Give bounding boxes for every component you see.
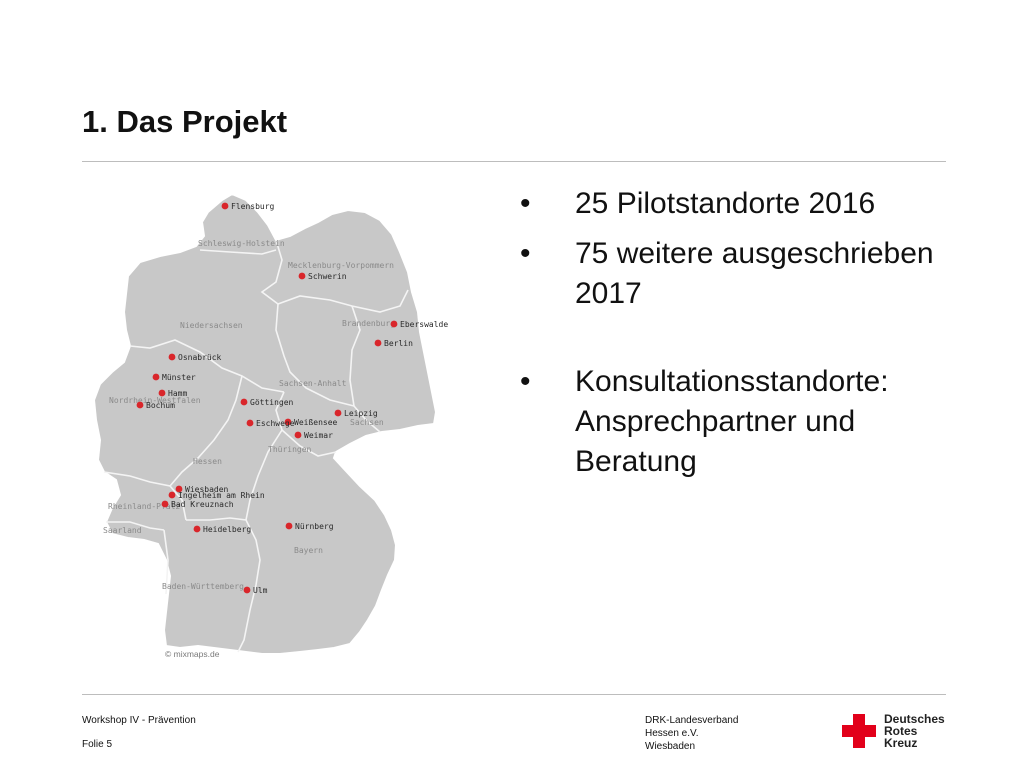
drk-logo: Deutsches Rotes Kreuz (842, 712, 952, 752)
germany-map: Schleswig-Holstein Mecklenburg-Vorpommer… (92, 192, 448, 659)
bullet-item: • 25 Pilotstandorte 2016 (520, 184, 960, 224)
bullet-item: • 75 weitere ausgeschrieben 2017 (520, 234, 960, 314)
bullet-text: 25 Pilotstandorte 2016 (575, 187, 876, 220)
state-label-schleswig-holstein: Schleswig-Holstein (198, 239, 285, 248)
city-label-weissensee: Weißensee (294, 418, 338, 427)
city-marker-eberswalde (390, 320, 398, 328)
city-marker-ingelheim (168, 491, 176, 499)
state-label-saarland: Saarland (103, 526, 142, 535)
city-marker-osnabrueck (168, 353, 176, 361)
city-label-flensburg: Flensburg (231, 202, 275, 211)
city-labels: Flensburg Schwerin Eberswalde Berlin Osn… (146, 202, 448, 595)
city-marker-wiesbaden (175, 485, 183, 493)
city-label-schwerin: Schwerin (308, 272, 347, 281)
bullet-text: 75 weitere ausgeschrieben 2017 (575, 237, 934, 310)
logo-line2: Rotes (884, 724, 918, 738)
state-label-hessen: Hessen (193, 457, 222, 466)
red-cross-icon (842, 714, 876, 748)
city-marker-nuernberg (285, 522, 293, 530)
city-marker-hamm (158, 389, 166, 397)
state-label-nordrhein-westfalen: Nordrhein-Westfalen (109, 396, 201, 405)
logo-line1: Deutsches (884, 712, 945, 726)
city-label-ulm: Ulm (253, 586, 268, 595)
city-label-bochum: Bochum (146, 401, 175, 410)
bullet-list: • 25 Pilotstandorte 2016 • 75 weitere au… (520, 184, 960, 482)
city-label-badkreuznach: Bad Kreuznach (171, 500, 234, 509)
city-marker-badkreuznach (161, 500, 169, 508)
city-label-berlin: Berlin (384, 339, 413, 348)
city-label-nuernberg: Nürnberg (295, 522, 334, 531)
city-label-heidelberg: Heidelberg (203, 525, 251, 534)
city-label-goettingen: Göttingen (250, 398, 294, 407)
city-label-hamm: Hamm (168, 389, 187, 398)
state-label-rheinland-pfalz: Rheinland-Pfalz (108, 502, 180, 511)
footer-slide-number: Folie 5 (82, 739, 113, 750)
state-label-sachsen-anhalt: Sachsen-Anhalt (279, 379, 347, 388)
logo-line3: Kreuz (884, 736, 918, 750)
city-markers (136, 202, 398, 594)
city-label-eberswalde: Eberswalde (400, 320, 448, 329)
footer-org-line1: DRK-Landesverband (645, 715, 739, 726)
bullet-marker: • (520, 237, 531, 270)
state-label-baden-wuerttemberg: Baden-Württemberg (162, 582, 244, 591)
city-marker-bochum (136, 401, 144, 409)
city-marker-flensburg (221, 202, 229, 210)
city-label-osnabrueck: Osnabrück (178, 353, 222, 362)
city-marker-weissensee (284, 418, 292, 426)
bullet-item: • Konsultationsstandorte: Ansprechpartne… (520, 362, 960, 482)
state-borders (103, 239, 409, 653)
city-label-muenster: Münster (162, 373, 196, 382)
logo-text: Deutsches Rotes Kreuz (884, 713, 945, 749)
city-label-eschwege: Eschwege (256, 419, 295, 428)
city-label-wiesbaden: Wiesbaden (185, 485, 229, 494)
footer-org-line3: Wiesbaden (645, 741, 696, 752)
footer-org-line2: Hessen e.V. (645, 728, 699, 739)
footer-left: Workshop IV - Prävention Folie 5 (82, 714, 196, 752)
germany-outline (92, 192, 438, 655)
bullet-marker: • (520, 187, 531, 220)
map-credit: © mixmaps.de (165, 649, 220, 659)
header-divider (82, 161, 946, 162)
city-marker-goettingen (240, 398, 248, 406)
footer-event: Workshop IV - Prävention (82, 715, 196, 726)
city-marker-heidelberg (193, 525, 201, 533)
city-marker-weimar (294, 431, 302, 439)
city-marker-eschwege (246, 419, 254, 427)
city-marker-muenster (152, 373, 160, 381)
state-label-sachsen: Sachsen (350, 418, 384, 427)
footer-divider (82, 694, 946, 695)
footer-organization: DRK-Landesverband Hessen e.V. Wiesbaden (645, 714, 738, 753)
state-label-brandenburg: Brandenburg (342, 319, 395, 328)
slide-title: 1. Das Projekt (82, 104, 288, 139)
city-label-weimar: Weimar (304, 431, 333, 440)
state-labels: Schleswig-Holstein Mecklenburg-Vorpommer… (103, 239, 395, 591)
city-marker-berlin (374, 339, 382, 347)
state-label-mecklenburg-vorpommern: Mecklenburg-Vorpommern (288, 261, 394, 270)
state-label-niedersachsen: Niedersachsen (180, 321, 243, 330)
city-label-ingelheim: Ingelheim am Rhein (178, 491, 265, 500)
state-label-thueringen: Thüringen (268, 445, 312, 454)
bullet-text: Konsultationsstandorte: Ansprechpartner … (575, 365, 889, 478)
state-label-bayern: Bayern (294, 546, 323, 555)
city-marker-ulm (243, 586, 251, 594)
city-marker-leipzig (334, 409, 342, 417)
city-label-leipzig: Leipzig (344, 409, 378, 418)
bullet-marker: • (520, 365, 531, 398)
city-marker-schwerin (298, 272, 306, 280)
